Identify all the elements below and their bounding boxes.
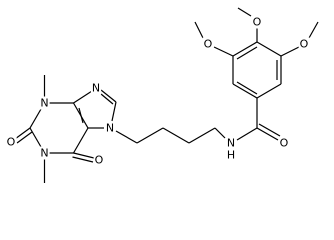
- label-background: [104, 121, 116, 135]
- label-background: [225, 148, 237, 162]
- label-background: [5, 135, 17, 149]
- label-background: [225, 136, 237, 150]
- label-background: [39, 146, 50, 160]
- label-background: [39, 96, 50, 110]
- atom-label: O: [300, 38, 309, 51]
- atom-label: O: [7, 136, 16, 149]
- atom-label: O: [95, 154, 104, 167]
- atom-label: N: [227, 137, 235, 150]
- label-background: [251, 15, 263, 29]
- label-background: [202, 37, 214, 51]
- atom-label: O: [280, 137, 289, 150]
- atom-label: O: [204, 38, 213, 51]
- atom-labels: O O O N N N N O O N H O: [5, 15, 310, 167]
- atom-label: N: [40, 97, 48, 110]
- molecule-diagram: O O O N N N N O O N H O: [5, 7, 319, 183]
- label-background: [93, 153, 105, 167]
- atom-label: H: [227, 149, 235, 162]
- label-background: [278, 136, 290, 150]
- atom-label: N: [92, 82, 100, 95]
- atom-label: N: [40, 147, 48, 160]
- atom-label: N: [106, 122, 114, 135]
- atom-label: O: [253, 16, 262, 29]
- label-background: [298, 37, 310, 51]
- bonds: [14, 7, 319, 183]
- label-background: [90, 81, 102, 95]
